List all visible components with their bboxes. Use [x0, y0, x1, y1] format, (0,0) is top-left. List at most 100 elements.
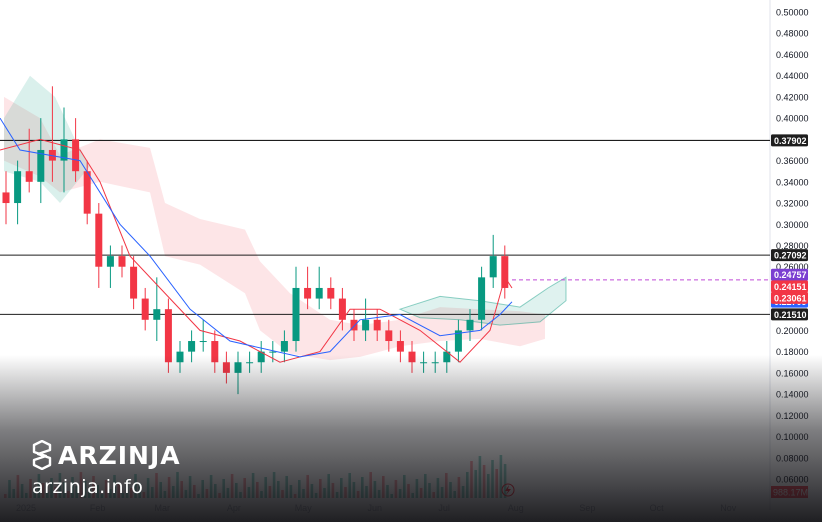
volume-bar: [293, 494, 297, 498]
volume-bar: [226, 488, 230, 498]
volume-bar: [411, 493, 414, 498]
candle-body: [95, 213, 103, 267]
candle-body: [2, 192, 10, 204]
volume-bar: [440, 487, 444, 498]
volume-bar: [264, 477, 267, 498]
volume-bar: [340, 478, 343, 498]
volume-bar: [436, 478, 440, 498]
volume-bar: [247, 487, 251, 498]
candle-body: [280, 341, 288, 352]
volume-bar: [251, 473, 255, 498]
indicator-price-tag: 0.24151: [774, 282, 807, 292]
candle-body: [234, 362, 242, 373]
candle-body: [83, 171, 91, 214]
volume-bar: [235, 483, 238, 498]
y-tick-label: 0.42000: [776, 92, 809, 102]
volume-bar: [491, 460, 494, 498]
volume-bar: [365, 486, 368, 498]
volume-bar: [298, 480, 301, 498]
level-price-tag: 0.21510: [774, 310, 807, 320]
volume-bar: [180, 481, 183, 498]
y-tick-label: 0.28000: [776, 241, 809, 251]
x-tick-label: Sep: [579, 503, 595, 513]
indicator-price-tag: 0.24757: [774, 270, 807, 280]
volume-bar: [306, 475, 309, 498]
volume-bar: [230, 474, 234, 498]
x-tick-label: Apr: [227, 503, 241, 513]
candle-body: [362, 319, 370, 331]
volume-bar: [457, 477, 461, 498]
volume-bar: [4, 494, 7, 498]
y-tick-label: 0.06000: [776, 475, 809, 485]
x-tick-label: May: [295, 503, 313, 513]
candle-body: [222, 362, 230, 373]
y-tick-label: 0.40000: [776, 114, 809, 124]
volume-bar: [503, 464, 507, 498]
volume-bar: [407, 484, 410, 498]
x-tick-label: Nov: [720, 503, 737, 513]
candle-body: [350, 319, 358, 331]
volume-bar: [281, 490, 284, 498]
volume-bar: [323, 488, 326, 498]
candle-body: [164, 309, 172, 363]
candle-body: [269, 351, 277, 353]
volume-bar: [461, 486, 465, 498]
candle-body: [106, 256, 114, 267]
level-price-tag-bg: [771, 308, 808, 321]
volume-bar: [243, 478, 246, 498]
volume-bar: [377, 490, 381, 498]
indicator-price-tag-bg: [771, 280, 808, 293]
y-tick-label: 0.14000: [776, 390, 809, 400]
volume-bar: [394, 480, 398, 498]
volume-bar: [390, 494, 393, 498]
candle-body: [501, 256, 509, 288]
volume-bar: [403, 475, 406, 498]
candle-body: [72, 139, 80, 172]
candle-body: [14, 171, 22, 204]
volume-bar: [218, 493, 221, 498]
volume-bar: [373, 481, 377, 498]
candle-body: [211, 341, 219, 363]
volume-bar: [197, 494, 200, 498]
y-tick-label: 0.16000: [776, 368, 809, 378]
horizontal-levels[interactable]: [0, 139, 770, 315]
y-tick-label: 0.08000: [776, 453, 809, 463]
x-tick-label: Mar: [155, 503, 171, 513]
volume-bar: [432, 492, 435, 498]
x-tick-label: 2025: [16, 503, 36, 513]
volume-bar: [369, 472, 372, 498]
y-tick-label: 0.10000: [776, 432, 809, 442]
volume-bar: [474, 470, 477, 498]
level-price-tag-bg: [771, 249, 808, 262]
candle-body: [141, 298, 149, 320]
volume-bar: [184, 490, 188, 498]
volume-bar: [193, 485, 196, 498]
candle-body: [466, 319, 474, 331]
volume-bar: [335, 492, 339, 498]
y-tick-label: 0.50000: [776, 8, 809, 18]
x-tick-label: Aug: [508, 503, 524, 513]
volume-bar: [419, 488, 423, 498]
volume-bar: [272, 472, 276, 498]
candle-body: [478, 277, 486, 320]
volume-bar: [482, 465, 486, 498]
x-tick-label: Oct: [650, 503, 665, 513]
volume-bar: [415, 479, 419, 498]
volume-bar: [8, 480, 11, 498]
y-tick-label: 0.46000: [776, 50, 809, 60]
volume-bar: [466, 472, 469, 498]
volume-bar: [16, 475, 20, 498]
price-axis: 0.50000 0.48000 0.46000 0.44000 0.42000 0.400…: [776, 8, 809, 485]
candle-body: [454, 330, 462, 352]
y-tick-label: 0.20000: [776, 326, 809, 336]
indicator-price-tag: 0.23061: [774, 293, 807, 303]
candle-body: [199, 341, 207, 343]
volume-bar: [20, 484, 24, 498]
volume-bar: [319, 479, 322, 498]
candle-body: [431, 362, 439, 364]
volume-bar: [344, 487, 347, 498]
y-tick-label: 0.12000: [776, 411, 809, 421]
candle-body: [385, 330, 393, 342]
kumo-bullish-early: [4, 75, 90, 203]
volume-bar: [268, 486, 272, 498]
